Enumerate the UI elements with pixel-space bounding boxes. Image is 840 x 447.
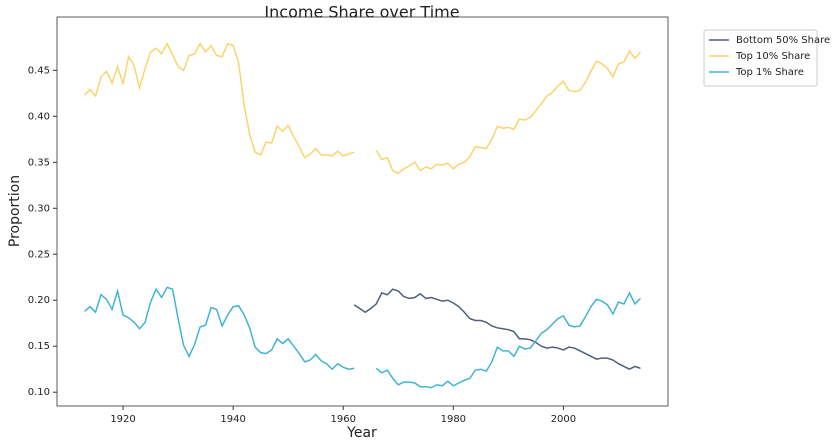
x-tick-label: 1940 (220, 414, 245, 425)
y-tick-label: 0.20 (28, 295, 50, 306)
y-tick-label: 0.10 (28, 387, 50, 398)
legend-box (703, 29, 818, 87)
y-axis-label: Proportion (7, 175, 23, 247)
y-tick-label: 0.40 (28, 111, 50, 122)
plot-frame (56, 16, 669, 407)
legend-label: Top 10% Share (735, 51, 810, 62)
x-axis-label: Year (346, 425, 377, 441)
x-tick-label: 2000 (551, 414, 576, 425)
x-tick-label: 1960 (331, 414, 356, 425)
y-tick-label: 0.45 (28, 65, 50, 76)
series-line (353, 288, 641, 371)
series-line (83, 42, 642, 175)
x-tick-label: 1920 (110, 414, 135, 425)
chart-title: Income Share over Time (264, 3, 459, 22)
legend-label: Bottom 50% Share (736, 35, 830, 46)
legend-label: Top 1% Share (735, 67, 804, 78)
y-tick-label: 0.30 (28, 203, 50, 214)
y-tick-label: 0.15 (28, 341, 50, 352)
x-tick-label: 1980 (441, 414, 466, 425)
y-tick-label: 0.35 (28, 157, 50, 168)
series-line (84, 286, 642, 389)
y-tick-label: 0.25 (28, 249, 50, 260)
